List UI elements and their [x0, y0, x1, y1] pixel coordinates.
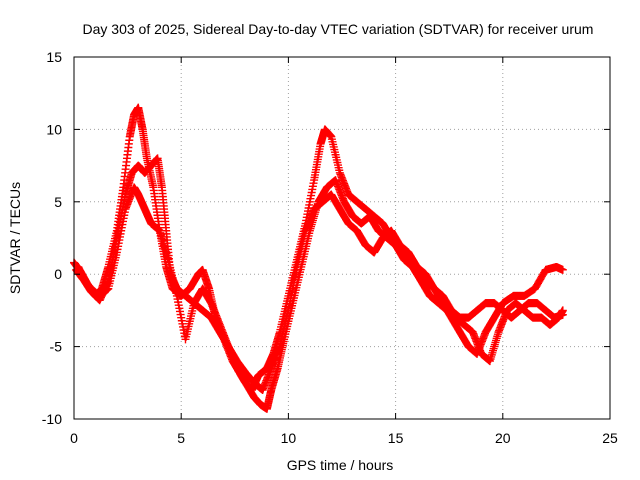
- x-tick-label: 15: [388, 430, 404, 446]
- axes: 0 5 10 15 20 25 -10 -5 0 5 10 15: [42, 49, 618, 446]
- x-tick-label: 5: [177, 430, 185, 446]
- data-series: [70, 103, 567, 413]
- plot-frame: [73, 56, 611, 420]
- grid-lines: [74, 57, 610, 419]
- chart-title: Day 303 of 2025, Sidereal Day-to-day VTE…: [83, 21, 594, 37]
- y-tick-label: 5: [54, 194, 62, 210]
- data-point: [558, 265, 567, 274]
- x-tick-label: 10: [281, 430, 297, 446]
- y-tick-label: 0: [54, 266, 62, 282]
- x-tick-label: 20: [495, 430, 511, 446]
- y-tick-label: 10: [46, 121, 62, 137]
- series-group: [74, 154, 567, 413]
- series-group: [72, 183, 567, 395]
- x-axis-label: GPS time / hours: [287, 457, 394, 473]
- x-tick-label: 25: [602, 430, 618, 446]
- data-point: [558, 310, 567, 319]
- y-tick-label: -5: [50, 339, 63, 355]
- x-tick-label: 0: [70, 430, 78, 446]
- y-tick-label: 15: [46, 49, 62, 65]
- y-tick-label: -10: [42, 411, 62, 427]
- y-axis-label: SDTVAR / TECUs: [7, 182, 23, 294]
